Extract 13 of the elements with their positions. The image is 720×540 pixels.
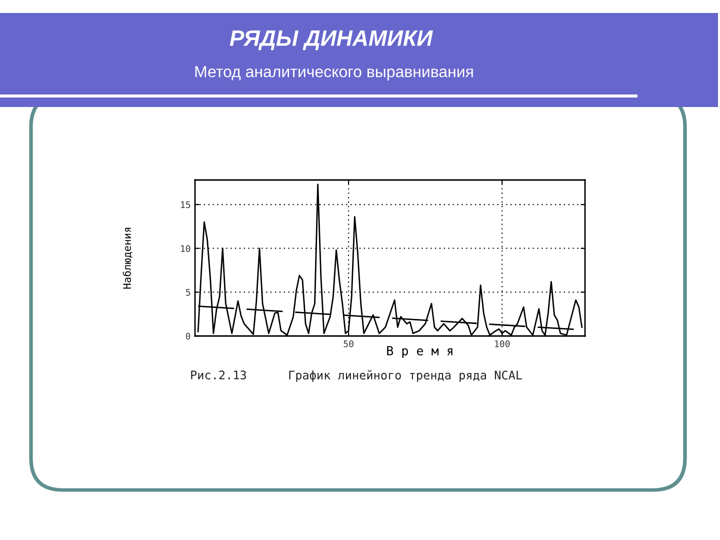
text: Рис.2.13	[191, 370, 246, 380]
x-tick-label: 100	[495, 340, 510, 348]
x-tick-label: 50	[344, 340, 354, 348]
y-axis-title: Наблюдения	[122, 228, 132, 289]
chart-subtitle: Метод аналитического выравнивания	[195, 66, 473, 80]
y-tick-label: 15	[181, 201, 190, 208]
y-tick-label: 0	[186, 332, 190, 340]
y-tick-label: 10	[181, 245, 190, 252]
line-series	[197, 184, 583, 336]
text: График линейного тренда ряда NCAL	[289, 370, 522, 382]
x-axis-title: В р е м я	[387, 346, 452, 358]
y-tick-label: 5	[186, 289, 190, 296]
chart-title: РЯДЫ ДИНАМИКИ	[230, 30, 433, 50]
